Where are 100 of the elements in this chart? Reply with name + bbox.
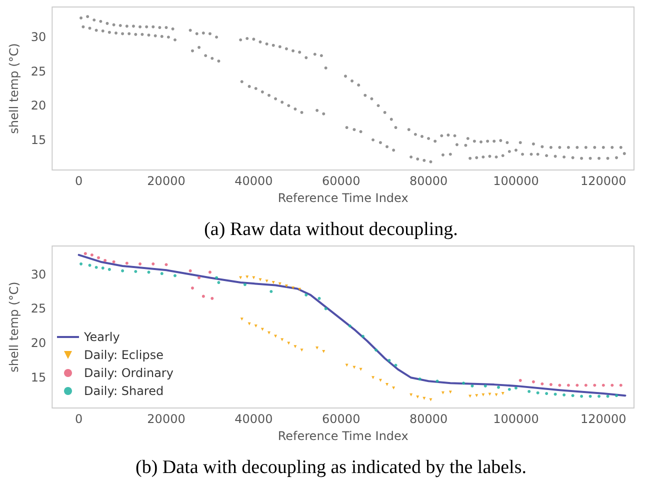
x-tick-label: 20000: [147, 174, 186, 188]
text: (a) Raw data without decoupling.: [204, 219, 458, 240]
point: [84, 252, 87, 256]
point: [619, 384, 622, 387]
point: [210, 296, 214, 300]
point: [588, 394, 592, 398]
text: (b) Data with decoupling as indicated by the labels.: [136, 457, 526, 478]
legend-label: Yearly: [83, 330, 120, 344]
point: [359, 368, 362, 371]
x-tick-label: 80000: [409, 174, 448, 188]
point: [287, 342, 290, 345]
point: [576, 384, 579, 387]
point: [501, 392, 504, 396]
point: [348, 324, 352, 328]
point: [121, 269, 124, 272]
x-tick-label: 20000: [147, 412, 186, 426]
point: [540, 382, 544, 386]
point: [101, 266, 104, 270]
point: [202, 294, 205, 298]
point: [240, 318, 244, 321]
x-tick-label: 80000: [409, 412, 448, 426]
x-axis-title: Reference Time Index: [278, 428, 408, 443]
point: [562, 393, 566, 396]
point: [410, 393, 413, 396]
line-series: [78, 254, 626, 397]
point: [125, 262, 128, 265]
point: [528, 390, 531, 393]
point: [316, 346, 319, 350]
point: [252, 276, 256, 280]
point: [441, 391, 444, 394]
x-tick-label: 100000: [493, 174, 539, 188]
x-tick-label: 60000: [322, 412, 360, 426]
y-tick-label: 15: [30, 370, 46, 385]
point: [324, 307, 328, 310]
point: [554, 392, 557, 396]
point: [258, 278, 262, 282]
point: [294, 345, 297, 348]
y-tick-label: 30: [30, 30, 46, 44]
point: [97, 256, 100, 260]
x-axis-title: Reference Time Index: [278, 190, 408, 205]
point: [272, 281, 275, 284]
point: [147, 270, 150, 274]
point: [584, 384, 588, 387]
point: [386, 383, 389, 386]
point: [300, 348, 304, 352]
y-tick-label: 25: [30, 64, 46, 78]
y-axis-title: shell temp (°C): [7, 282, 21, 372]
point: [484, 384, 487, 388]
point: [265, 280, 268, 283]
point: [593, 384, 596, 387]
point: [394, 364, 398, 367]
point: [112, 260, 116, 264]
y-tick-label: 20: [30, 336, 46, 350]
point: [462, 382, 466, 385]
point: [80, 262, 83, 266]
point: [566, 384, 570, 387]
point: [160, 272, 164, 276]
y-tick-label: 25: [30, 302, 46, 316]
y-tick-label: 30: [30, 267, 46, 282]
point: [514, 386, 518, 390]
x-tick-label: 60000: [322, 174, 360, 188]
point: [418, 378, 422, 381]
point: [152, 262, 155, 266]
point: [248, 322, 251, 326]
point: [448, 390, 452, 394]
point: [482, 393, 485, 396]
point: [174, 274, 177, 278]
point: [361, 334, 364, 338]
legend-label: Daily: Shared: [84, 384, 164, 398]
point: [372, 376, 375, 380]
point: [374, 348, 378, 352]
point: [558, 384, 562, 387]
x-tick-label: 40000: [234, 174, 273, 188]
x-tick-label: 0: [75, 412, 83, 426]
point: [615, 394, 618, 398]
point: [606, 394, 610, 398]
y-axis-title: shell temp (°C): [7, 43, 21, 134]
point: [217, 281, 220, 284]
point: [88, 264, 92, 267]
point: [518, 378, 522, 382]
point: [436, 380, 439, 383]
point: [134, 270, 138, 274]
x-tick-label: 40000: [234, 412, 273, 426]
point: [508, 388, 511, 391]
point: [260, 328, 264, 331]
point: [284, 284, 288, 288]
point: [298, 288, 302, 291]
point: [198, 276, 201, 280]
point: [496, 386, 500, 389]
point: [392, 386, 396, 390]
x-tick-label: 120000: [580, 412, 626, 426]
point: [549, 383, 552, 386]
point: [532, 380, 535, 384]
point: [90, 253, 94, 256]
point: [292, 286, 295, 290]
point: [318, 296, 321, 300]
point: [190, 286, 194, 290]
legend-label: Daily: Eclipse: [84, 348, 164, 362]
point: [138, 262, 142, 266]
point: [602, 384, 605, 387]
